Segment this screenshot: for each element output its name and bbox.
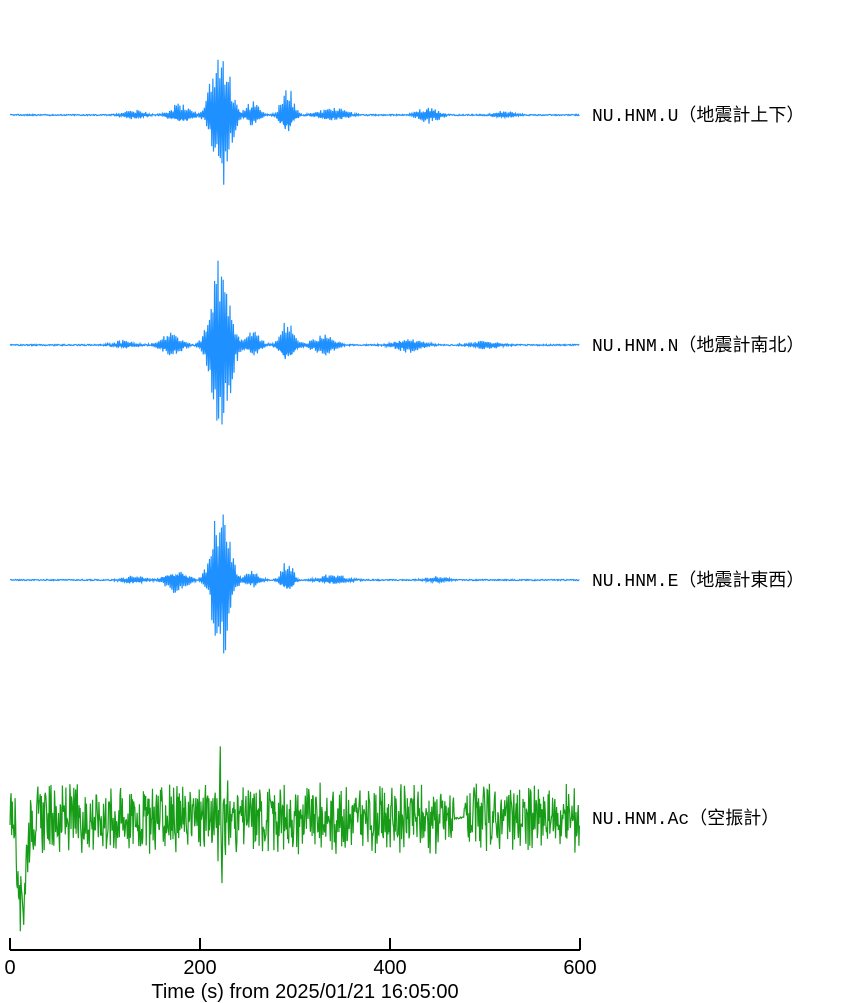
- x-axis-label: Time (s) from 2025/01/21 16:05:00: [151, 981, 458, 1003]
- x-tick-label: 400: [373, 957, 406, 979]
- trace-label-n: NU.HNM.N（地震計南北）: [592, 335, 804, 357]
- trace-label-ac: NU.HNM.Ac（空振計）: [592, 808, 779, 830]
- trace-label-u: NU.HNM.U（地震計上下）: [592, 105, 804, 127]
- trace-n: NU.HNM.N（地震計南北）: [10, 261, 804, 425]
- trace-ac: NU.HNM.Ac（空振計）: [10, 746, 779, 931]
- seismogram-svg: NU.HNM.U（地震計上下） NU.HNM.N（地震計南北） NU.HNM.E（地…: [0, 0, 862, 1003]
- x-axis: 0 200 400 600 Time (s) from 2025/01/21 16:05…: [4, 938, 596, 1003]
- waveform-e: [10, 515, 579, 654]
- waveform-u: [10, 60, 579, 185]
- trace-u: NU.HNM.U（地震計上下）: [10, 60, 804, 185]
- waveform-n: [10, 261, 579, 425]
- x-tick-label: 0: [4, 957, 15, 979]
- trace-e: NU.HNM.E（地震計東西）: [10, 515, 804, 654]
- x-tick-label: 200: [183, 957, 216, 979]
- x-tick-label: 600: [563, 957, 596, 979]
- trace-label-e: NU.HNM.E（地震計東西）: [592, 570, 804, 592]
- waveform-ac: [10, 746, 579, 931]
- seismogram-chart: NU.HNM.U（地震計上下） NU.HNM.N（地震計南北） NU.HNM.E（地…: [0, 0, 862, 1003]
